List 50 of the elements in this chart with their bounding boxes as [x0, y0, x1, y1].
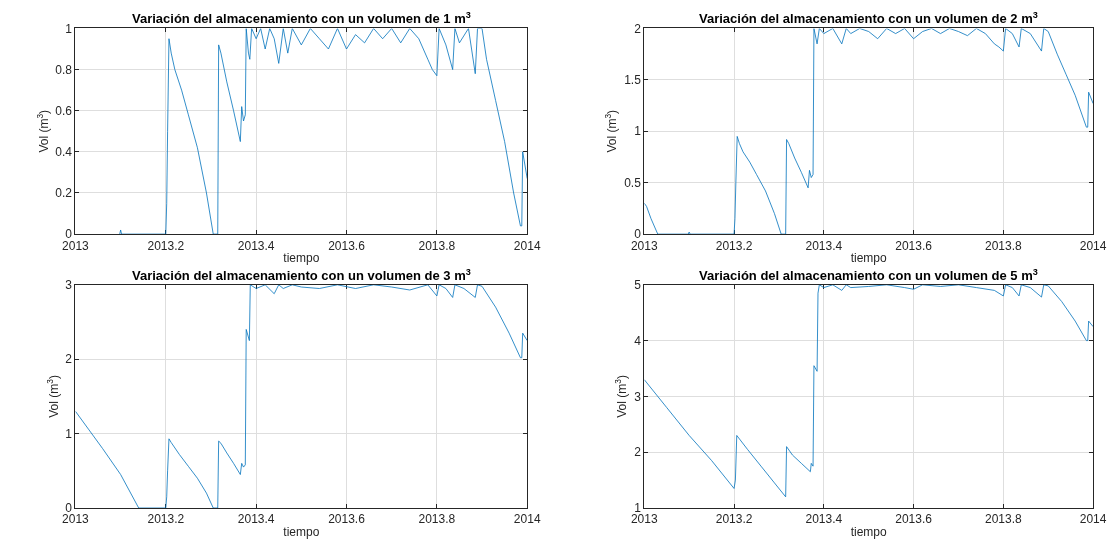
line-series: [75, 284, 528, 509]
x-tick-label: 2013.2: [715, 512, 753, 527]
y-tick-label: 2: [65, 352, 73, 367]
y-tick-label: 5: [634, 278, 642, 292]
y-tick-label: 2: [634, 445, 642, 460]
x-tick-label: 2014: [513, 512, 541, 527]
x-tick-label: 2013.6: [895, 238, 933, 253]
y-tick-label: 1: [65, 426, 73, 441]
x-tick-label: 2013.8: [985, 512, 1023, 527]
x-tick-label: 2014: [513, 238, 541, 253]
x-tick-label: 2013.6: [895, 512, 933, 527]
x-tick-label: 2013.4: [237, 238, 275, 253]
line-series: [644, 28, 1094, 235]
x-axis-title: tiempo: [283, 251, 320, 266]
chart-title: Variación del almacenamiento con un volumen de 3 m$^{3}$: [132, 267, 471, 284]
x-tick-label: 2014: [1079, 512, 1107, 527]
y-tick-label: 4: [634, 333, 642, 348]
x-tick-label: 2013.8: [418, 238, 456, 253]
x-tick-label: 2013.8: [985, 238, 1023, 253]
x-tick-label: 2014: [1079, 238, 1107, 253]
y-tick-label: 3: [634, 389, 642, 404]
y-tick-label: 2: [634, 21, 642, 36]
chart-title: Variación del almacenamiento con un volumen de 5 m$^{3}$: [699, 267, 1038, 284]
y-tick-label: 1: [65, 21, 73, 36]
x-tick-label: 2013.2: [147, 512, 185, 527]
x-tick-label: 2013: [62, 512, 90, 527]
x-tick-label: 2013.4: [805, 238, 843, 253]
y-tick-label: 1.5: [624, 73, 642, 88]
x-axis-title: tiempo: [283, 525, 320, 540]
x-tick-label: 2013.6: [328, 238, 366, 253]
x-tick-label: 2013.6: [328, 512, 366, 527]
y-tick-label: 0.2: [55, 186, 73, 201]
y-tick-label: 0.6: [55, 103, 73, 118]
x-axis-title: tiempo: [850, 251, 888, 266]
y-tick-label: 0.5: [624, 175, 642, 190]
x-tick-label: 2013.4: [805, 512, 843, 527]
chart-title: Variación del almacenamiento con un volumen de 2 m$^{3}$: [699, 10, 1038, 27]
x-tick-label: 2013.4: [237, 512, 275, 527]
x-tick-label: 2013: [630, 512, 658, 527]
x-tick-label: 2013.2: [715, 238, 753, 253]
x-tick-label: 2013.8: [418, 512, 456, 527]
line-series: [119, 28, 528, 235]
y-tick-label: 0.8: [55, 62, 73, 77]
chart-title: Variación del almacenamiento con un volumen de 1 m$^{3}$: [132, 10, 471, 27]
y-tick-label: 0.4: [55, 145, 73, 160]
line-series: [644, 284, 1094, 498]
y-tick-label: 3: [65, 278, 73, 292]
y-tick-label: 1: [634, 124, 642, 139]
x-tick-label: 2013.2: [147, 238, 185, 253]
x-axis-title: tiempo: [850, 525, 888, 540]
